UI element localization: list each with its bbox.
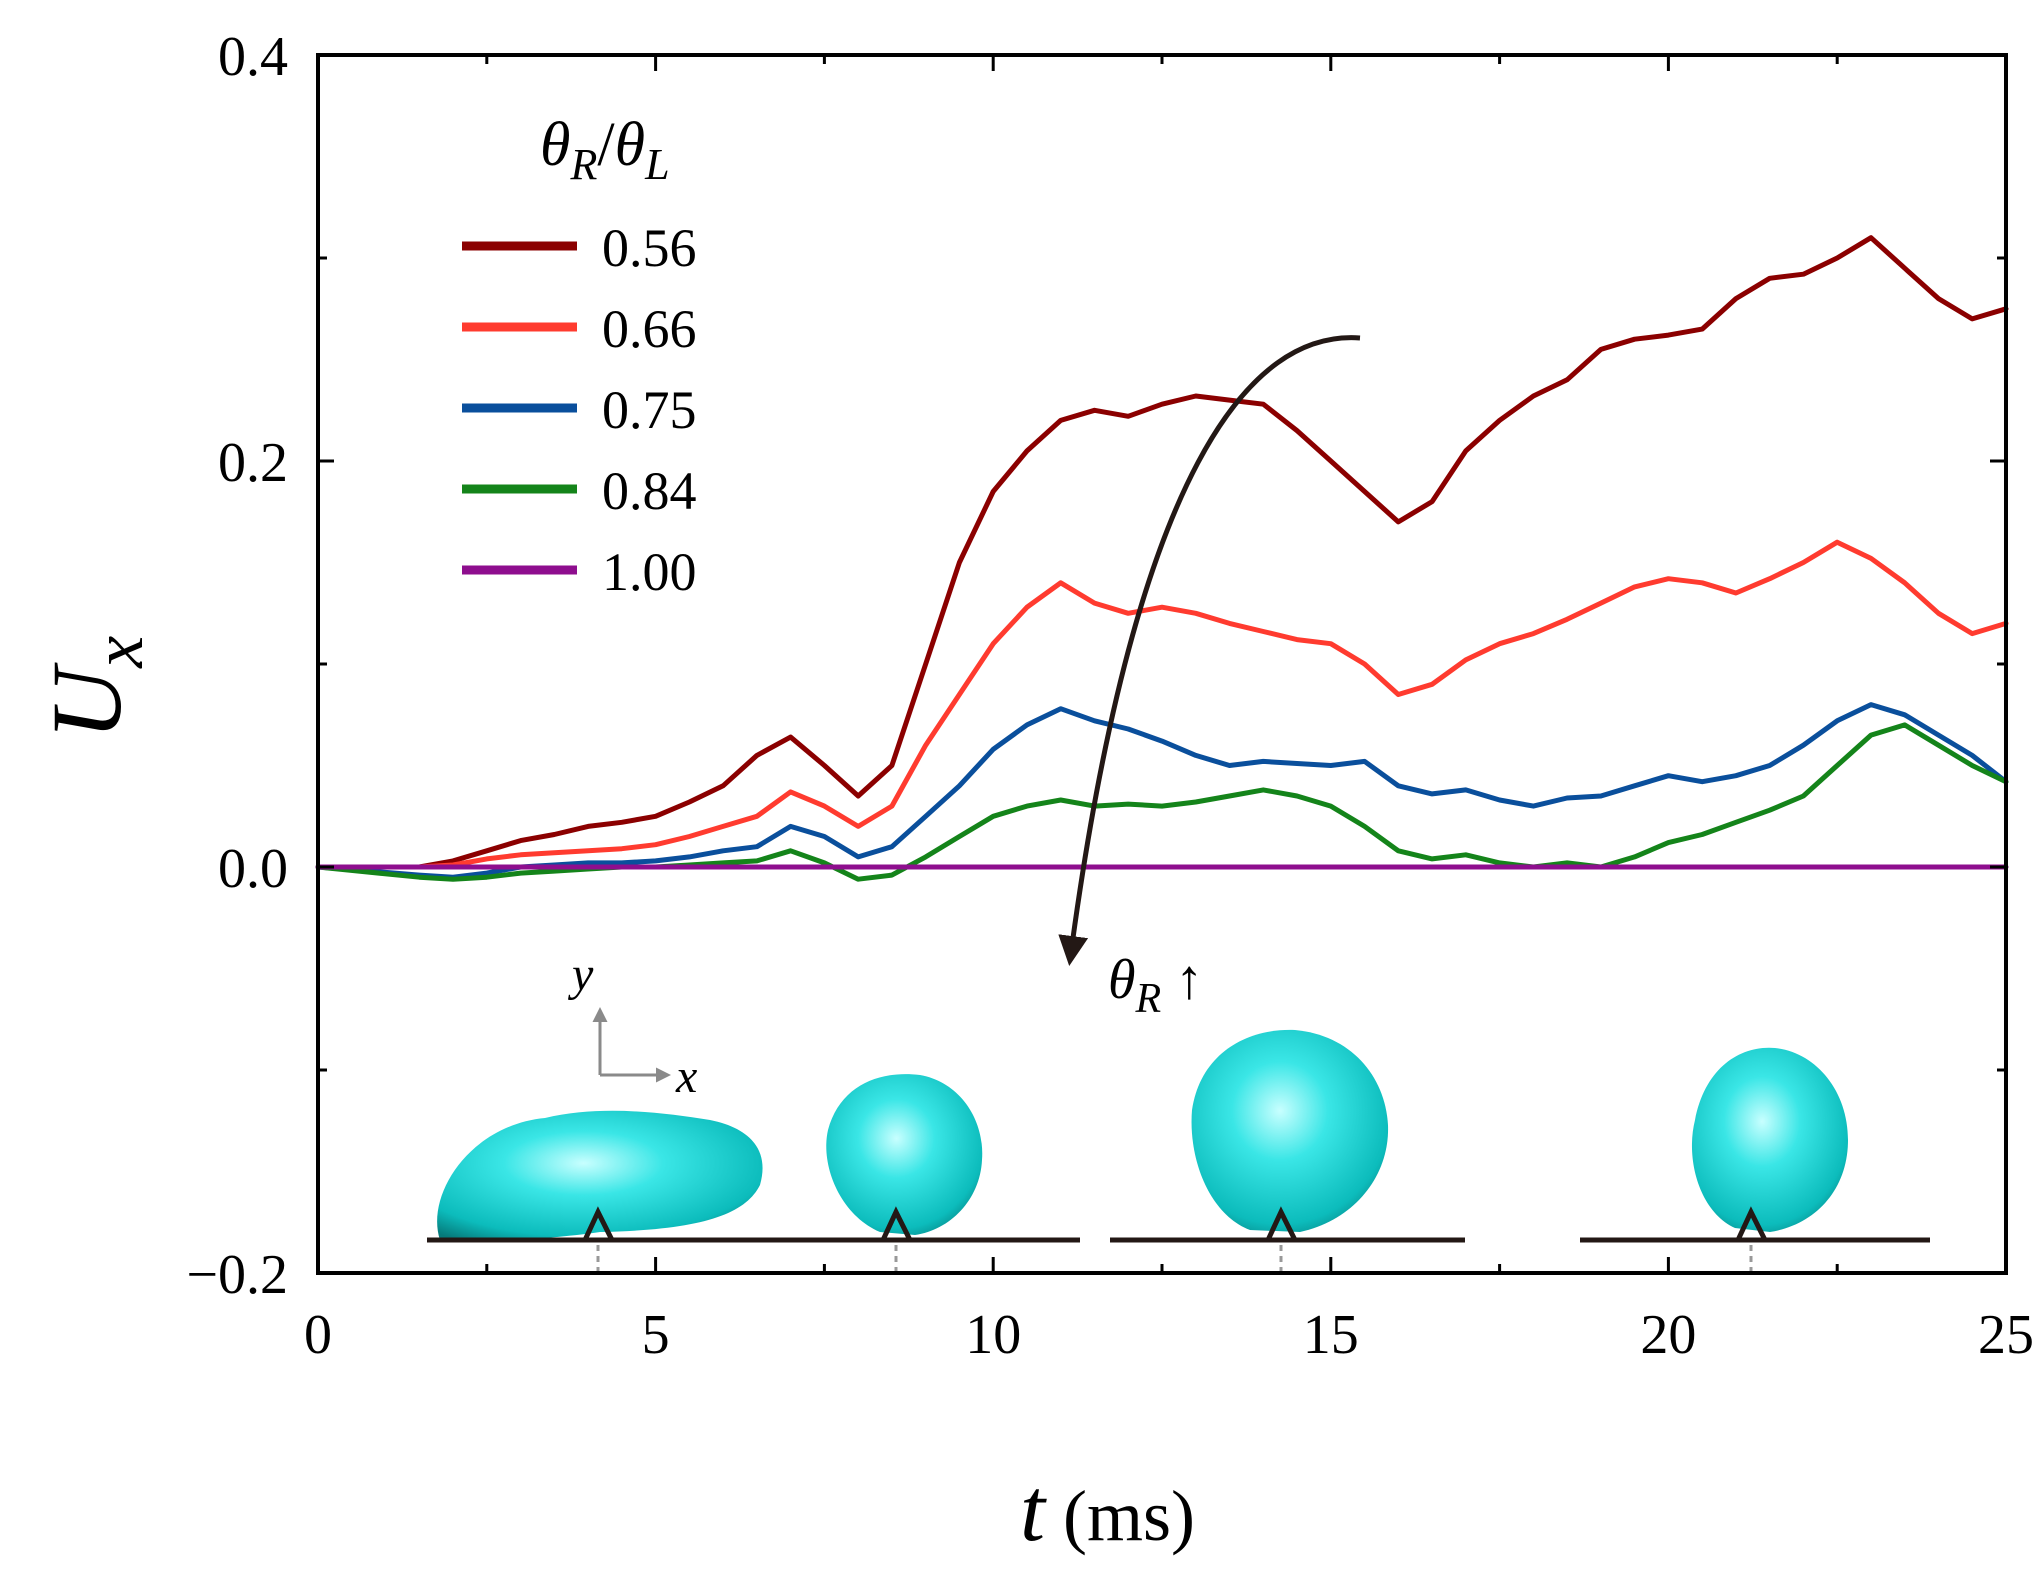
- droplet-snapshot-4: [1580, 1047, 1930, 1275]
- y-axis-title-main: U: [31, 662, 142, 740]
- series-line-0-56: [315, 235, 2009, 870]
- x-tick-label: 10: [965, 1304, 1021, 1366]
- glyph-x-label: x: [675, 1050, 697, 1103]
- x-tick-label: 15: [1303, 1304, 1359, 1366]
- y-tick-label: 0.4: [218, 26, 288, 88]
- y-tick-label: 0.0: [218, 838, 288, 900]
- x-axis-title-unit: (ms): [1063, 1476, 1195, 1556]
- legend-label: 0.84: [602, 461, 697, 521]
- y-tick-label: 0.2: [218, 432, 288, 494]
- series-line-0-84: [315, 722, 2009, 882]
- legend-label: 0.75: [602, 380, 697, 440]
- axis-ticks: 0 5 10 15 20 25 −0.2 0.0 0.2 0.4: [186, 26, 2034, 1366]
- x-tick-label: 0: [304, 1304, 332, 1366]
- legend-label: 1.00: [602, 542, 697, 602]
- y-tick-label: −0.2: [186, 1244, 288, 1306]
- trend-label-var: θ: [1108, 949, 1136, 1011]
- trend-arrow: θR ↑: [1058, 335, 1361, 1022]
- trend-label-sub: R: [1135, 976, 1162, 1022]
- x-tick-label: 20: [1640, 1304, 1696, 1366]
- series-line-0-66: [315, 539, 2009, 870]
- x-tick-label: 25: [1978, 1304, 2034, 1366]
- glyph-y-label: y: [567, 948, 594, 1001]
- x-tick-label: 5: [642, 1304, 670, 1366]
- series-line-0-75: [315, 702, 2009, 880]
- y-axis-title: Ux: [31, 636, 158, 740]
- droplet-snapshot-3: [1110, 1029, 1465, 1275]
- x-axis-title-var: t: [1020, 1461, 1047, 1560]
- xy-axes-glyph: y x: [567, 948, 697, 1103]
- droplet-snapshot-1: [427, 1110, 770, 1275]
- droplet-snapshot-2: [770, 1074, 1080, 1275]
- legend-label: 0.56: [602, 218, 697, 278]
- series-lines: [315, 235, 2009, 882]
- droplet-insets: y x: [427, 948, 1930, 1275]
- y-axis-title-sub: x: [78, 636, 158, 669]
- legend-label: 0.66: [602, 299, 697, 359]
- trend-arrow-label: θR ↑: [1108, 949, 1203, 1022]
- x-axis-title: t (ms): [1020, 1461, 1195, 1560]
- trend-label-suffix: ↑: [1161, 949, 1203, 1011]
- legend-title: θR/θL: [540, 111, 670, 189]
- legend: θR/θL 0.56 0.66 0.75 0.84 1.00: [462, 111, 697, 602]
